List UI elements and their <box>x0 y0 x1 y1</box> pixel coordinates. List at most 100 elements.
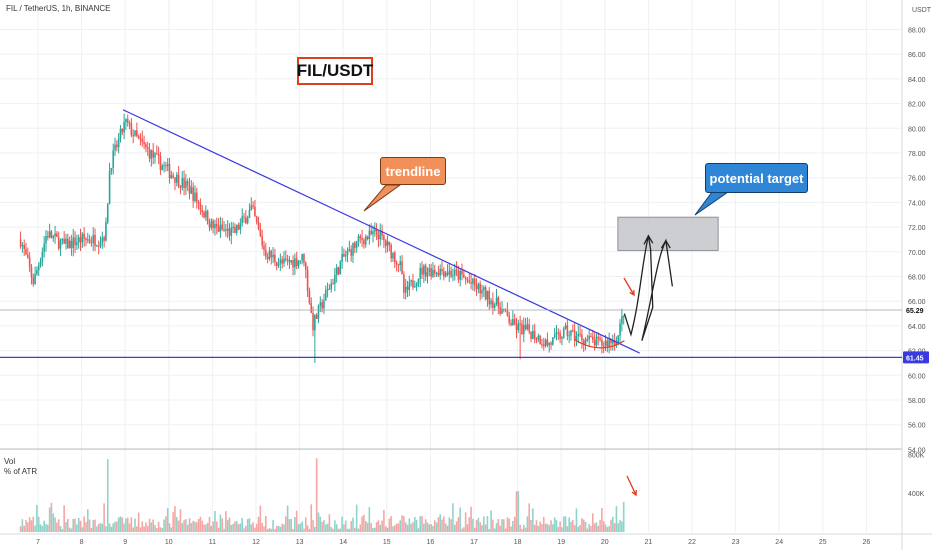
volume-bar <box>266 528 269 532</box>
x-tick-label: 26 <box>863 539 871 546</box>
volume-bar <box>27 522 29 532</box>
support-price-badge-bg <box>903 351 929 364</box>
candle-body <box>45 235 47 244</box>
volume-bar <box>159 527 162 532</box>
volume-bar <box>404 522 407 532</box>
volume-bar <box>108 523 111 532</box>
candle-body <box>339 261 342 275</box>
x-tick-label: 23 <box>732 539 740 546</box>
volume-bar <box>36 505 38 532</box>
candle-body <box>59 240 62 249</box>
volume-bar <box>479 522 481 532</box>
candle-body <box>586 339 589 341</box>
candle-body <box>466 279 469 281</box>
candle-body <box>19 239 22 247</box>
candle-body <box>608 339 610 347</box>
candle-body <box>566 325 569 337</box>
candle-body <box>90 242 93 244</box>
volume-bar <box>363 514 365 532</box>
volume-bar <box>310 504 313 532</box>
volume-bar <box>437 517 440 532</box>
candle-body <box>428 268 431 273</box>
volume-bar <box>352 517 354 532</box>
candle-body <box>125 119 127 122</box>
volume-bar <box>592 513 594 532</box>
volume-bar <box>23 525 25 532</box>
candle-body <box>463 274 465 278</box>
volume-bar <box>25 520 27 532</box>
x-tick-label: 15 <box>383 539 391 546</box>
volume-bar <box>339 528 342 532</box>
candle-body <box>481 289 483 294</box>
volume-bar <box>137 512 140 532</box>
candle-body <box>506 309 509 316</box>
candle-body <box>359 236 362 239</box>
candle-body <box>85 238 87 241</box>
candle-body <box>452 275 454 277</box>
y-tick-label: 78.00 <box>908 151 926 158</box>
volume-bar <box>130 517 133 532</box>
volume-bar <box>56 522 58 532</box>
volume-bar <box>312 520 314 532</box>
candle-body <box>295 258 298 267</box>
volume-bar <box>453 524 456 532</box>
candle-body <box>515 324 518 331</box>
volume-bar <box>546 523 549 532</box>
candle-body <box>179 186 182 188</box>
candle-body <box>363 240 365 245</box>
volume-bar <box>573 525 576 532</box>
volume-bar <box>370 523 372 532</box>
red-arrowhead <box>629 289 635 297</box>
volume-tick-label: 400K <box>908 491 925 498</box>
volume-bar <box>433 520 436 532</box>
volume-bar <box>604 524 607 532</box>
volume-bar <box>535 520 538 532</box>
x-tick-label: 12 <box>252 539 260 546</box>
candle-body <box>334 274 336 284</box>
candle-body <box>252 205 254 207</box>
candle-body <box>168 164 171 179</box>
candle-body <box>488 290 491 305</box>
volume-bar <box>323 520 325 532</box>
volume-bar <box>553 517 556 532</box>
axes: 88.00 86.00 84.00 82.00 80.00 78.00 76.00 74.00… <box>36 7 932 546</box>
volume-bar <box>152 519 154 532</box>
candle-body <box>326 288 329 291</box>
volume-bar <box>195 522 198 532</box>
volume-bar <box>406 524 409 532</box>
volume-bar <box>424 519 427 532</box>
volume-bar <box>417 528 420 532</box>
volume-bar <box>265 515 267 532</box>
target-callout: potential target <box>705 163 808 193</box>
candle-body <box>432 269 434 277</box>
candle-body <box>448 270 451 275</box>
candle-body <box>552 337 554 345</box>
candle-body <box>392 252 394 259</box>
candle-body <box>388 241 391 246</box>
volume-bar <box>519 524 521 532</box>
candle-body <box>381 230 383 236</box>
candle-body <box>106 203 109 222</box>
pair-annotation: FIL/USDT <box>297 57 373 85</box>
candle-body <box>604 340 607 346</box>
candle-body <box>145 144 147 148</box>
candle-body <box>501 308 503 314</box>
candle-body <box>413 286 416 288</box>
x-tick-label: 14 <box>339 539 347 546</box>
volume-bar <box>461 528 463 532</box>
volume-bar <box>156 528 158 532</box>
volume-bar <box>210 525 213 532</box>
candle-body <box>606 340 609 347</box>
volume-bar <box>533 524 536 532</box>
volume-bar <box>61 529 64 532</box>
volume-bar <box>170 527 173 532</box>
volume-bar <box>343 524 345 532</box>
candle-body <box>582 340 585 344</box>
candle-body <box>23 245 25 249</box>
candle-body <box>617 335 620 344</box>
volume-bar <box>588 524 590 532</box>
volume-bar <box>257 516 260 532</box>
volume-bar <box>464 512 467 532</box>
candle-body <box>223 229 225 231</box>
